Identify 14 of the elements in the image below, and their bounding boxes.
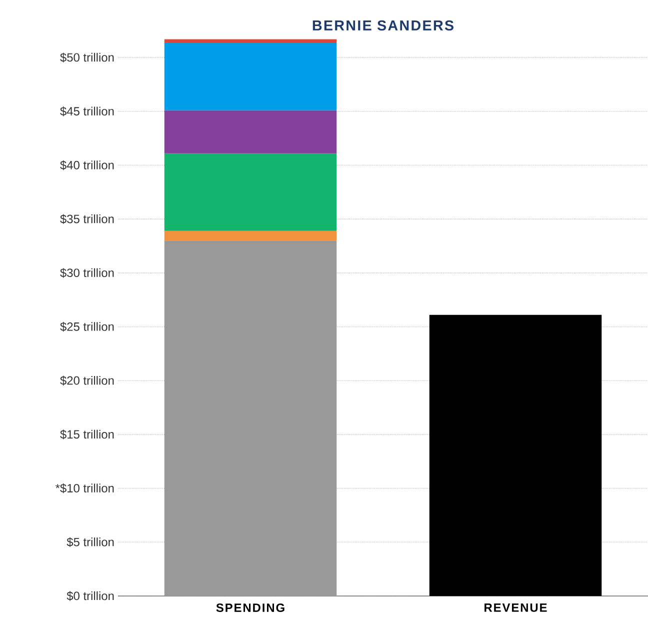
y-tick-label: $30 trillion xyxy=(60,268,114,278)
y-tick-label: $15 trillion xyxy=(60,430,114,440)
y-tick-label: $25 trillion xyxy=(60,322,114,332)
chart-title: BERNIE SANDERS xyxy=(312,20,454,30)
y-tick-label: $40 trillion xyxy=(60,160,114,170)
y-tick-label: *$10 trillion xyxy=(56,483,114,494)
x-tick-label: REVENUE xyxy=(484,604,547,612)
x-tick-label: SPENDING xyxy=(216,604,284,612)
y-tick-label: $50 trillion xyxy=(60,52,114,62)
y-tick-label: $5 trillion xyxy=(66,537,114,547)
y-tick-label: $45 trillion xyxy=(60,106,114,116)
y-tick-label: $20 trillion xyxy=(60,376,114,386)
y-tick-label: $35 trillion xyxy=(60,214,114,224)
y-tick-label: $0 trillion xyxy=(66,591,114,601)
